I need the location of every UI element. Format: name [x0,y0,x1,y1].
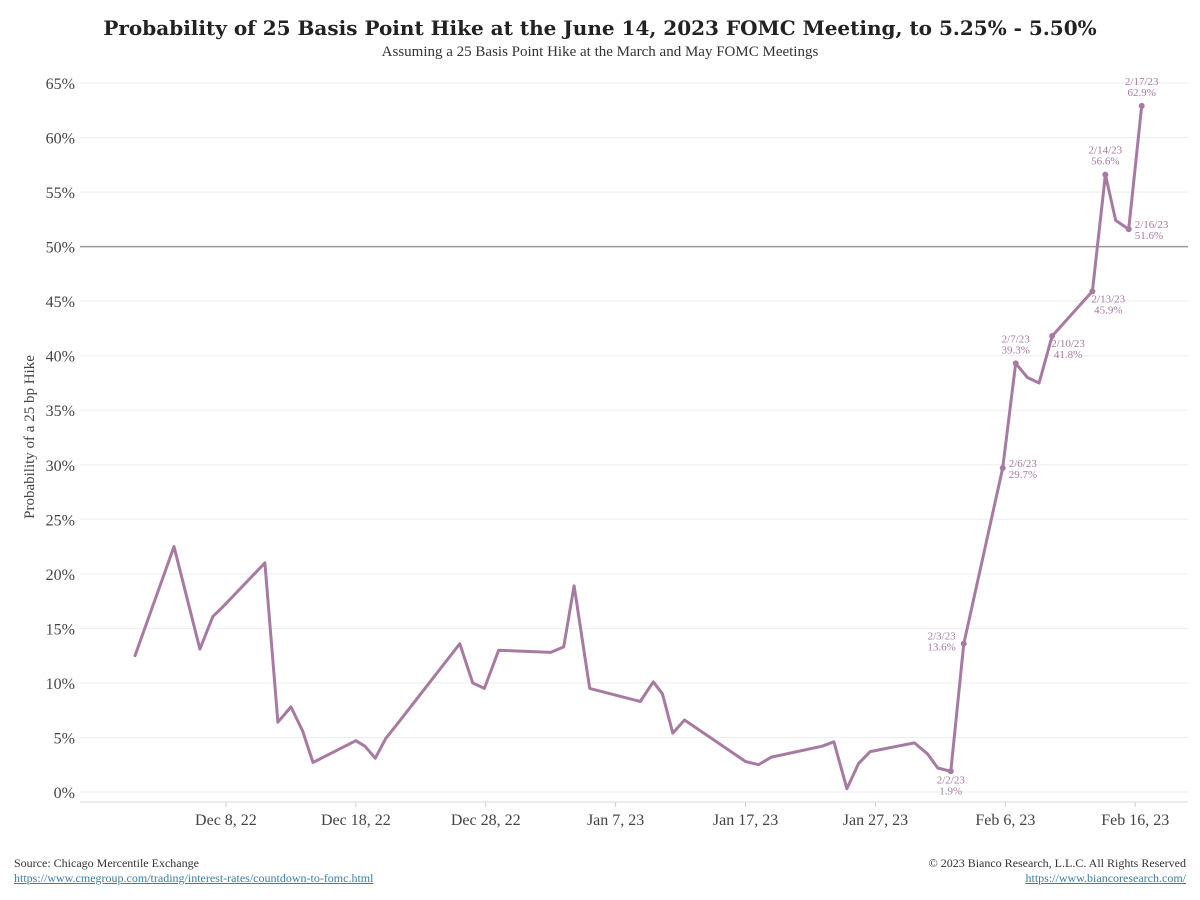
annotation-marker [960,640,967,647]
annotation-marker [1089,288,1096,295]
series-group [133,104,1144,791]
annotation-marker [1125,226,1132,233]
chart-title: Probability of 25 Basis Point Hike at th… [103,16,1097,40]
x-tick-label: Jan 27, 23 [843,812,908,829]
annotation-value: 56.6% [1091,156,1119,168]
y-tick-label: 40% [46,349,75,366]
annotation-value: 41.8% [1054,349,1082,361]
annotation-marker [1102,171,1109,178]
y-tick-label: 35% [46,403,75,420]
y-tick-label: 5% [54,730,75,747]
y-tick-label: 45% [46,294,75,311]
chart-subtitle: Assuming a 25 Basis Point Hike at the Ma… [381,44,819,60]
footer-copyright: © 2023 Bianco Research, L.L.C. All Right… [929,856,1186,886]
series-line [133,104,1144,791]
annotation-marker [999,465,1006,472]
x-tick-label: Jan 17, 23 [713,812,778,829]
annotation-value: 1.9% [939,785,962,797]
gridlines [80,82,1188,793]
x-axis: Dec 8, 22 Dec 18, 22 Dec 28, 22 Jan 7, 23 Ja… [80,801,1188,829]
y-tick-label: 65% [46,76,75,93]
annotation-date: 2/3/23 [928,631,957,643]
annotation-marker [1049,333,1056,340]
source-text: Source: Chicago Mercentile Exchange [14,856,199,870]
y-tick-label: 55% [46,185,75,202]
x-tick-label: Feb 16, 23 [1101,812,1169,829]
y-tick-label: 30% [46,458,75,475]
annotation-value: 29.7% [1009,469,1037,481]
y-tick-label: 10% [46,676,75,693]
x-tick-label: Dec 18, 22 [321,812,391,829]
annotation-value: 39.3% [1002,344,1030,356]
annotation-date: 2/13/23 [1092,293,1126,305]
annotation-marker [1138,102,1145,109]
copyright-text: © 2023 Bianco Research, L.L.C. All Right… [928,856,1186,870]
y-tick-label: 25% [46,512,75,529]
annotation-date: 2/2/23 [937,774,966,786]
annotation-date: 2/6/23 [1009,458,1038,470]
y-axis-label: Probability of a 25 bp Hike [22,355,38,519]
annotation-value: 13.6% [927,642,955,654]
annotation-marker [1012,360,1019,367]
y-axis: 0% 5% 10% 15% 20% 25% 30% 35% 40% 45% 50% 55% 60% 65% [46,76,75,802]
x-tick-label: Dec 8, 22 [195,812,257,829]
x-tick-label: Feb 6, 23 [975,812,1035,829]
x-tick-label: Jan 7, 23 [587,812,644,829]
annotation-date: 2/17/23 [1125,76,1159,88]
annotation-marker [947,768,954,775]
annotation-value: 45.9% [1094,304,1122,316]
annotation-date: 2/10/23 [1051,338,1085,350]
y-tick-label: 15% [46,621,75,638]
y-tick-label: 20% [46,567,75,584]
y-tick-label: 0% [54,785,75,802]
annotation-date: 2/16/23 [1135,219,1169,231]
y-tick-label: 60% [46,131,75,148]
annotation-value: 51.6% [1135,230,1163,242]
footer-source: Source: Chicago Mercentile Exchange http… [14,856,373,886]
annotation-value: 62.9% [1128,87,1156,99]
site-link[interactable]: https://www.biancoresearch.com/ [1025,871,1186,885]
y-tick-label: 50% [46,240,75,257]
annotation-date: 2/7/23 [1002,333,1031,345]
annotation-date: 2/14/23 [1089,145,1123,157]
source-link[interactable]: https://www.cmegroup.com/trading/interes… [14,871,374,885]
x-tick-label: Dec 28, 22 [451,812,521,829]
